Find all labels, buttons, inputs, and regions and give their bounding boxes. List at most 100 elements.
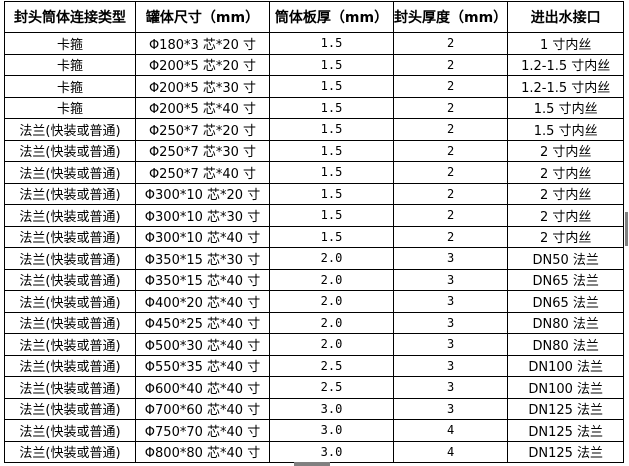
table-row: 法兰(快装或普通) Φ350*15 芯*30 寸 2.0 3 DN50 法兰 bbox=[4, 247, 625, 270]
header-head-thickness: 封头厚度（mm） bbox=[392, 1, 509, 33]
table-row: 卡箍 Φ200*5 芯*20 寸 1.5 2 1.2-1.5 寸内丝 bbox=[4, 53, 625, 76]
table-row: 法兰(快装或普通) Φ700*60 芯*40 寸 3.0 3 DN125 法兰 bbox=[4, 397, 625, 420]
cell-shell-thickness: 2.5 bbox=[269, 354, 394, 377]
cell-connection-type: 法兰(快装或普通) bbox=[4, 268, 136, 291]
cell-water-port: 1.2-1.5 寸内丝 bbox=[507, 53, 625, 76]
table-row: 法兰(快装或普通) Φ300*10 芯*40 寸 1.5 2 2 寸内丝 bbox=[4, 225, 625, 248]
cell-head-thickness: 3 bbox=[392, 311, 509, 334]
cell-connection-type: 法兰(快装或普通) bbox=[4, 440, 136, 463]
table-row: 法兰(快装或普通) Φ300*10 芯*30 寸 1.5 2 2 寸内丝 bbox=[4, 204, 625, 227]
cell-shell-thickness: 1.5 bbox=[269, 182, 394, 205]
cell-water-port: DN125 法兰 bbox=[507, 397, 625, 420]
cell-shell-thickness: 3.0 bbox=[269, 419, 394, 442]
cell-tank-size: Φ300*10 芯*20 寸 bbox=[135, 182, 270, 205]
cell-water-port: DN50 法兰 bbox=[507, 247, 625, 270]
cell-water-port: 1 寸内丝 bbox=[507, 32, 625, 55]
cell-water-port: DN80 法兰 bbox=[507, 333, 625, 356]
header-water-port: 进出水接口 bbox=[507, 1, 625, 33]
cell-connection-type: 卡箍 bbox=[4, 32, 136, 55]
cell-shell-thickness: 1.5 bbox=[269, 204, 394, 227]
cell-head-thickness: 2 bbox=[392, 118, 509, 141]
cell-water-port: 2 寸内丝 bbox=[507, 225, 625, 248]
cell-head-thickness: 2 bbox=[392, 139, 509, 162]
cell-head-thickness: 2 bbox=[392, 32, 509, 55]
cell-head-thickness: 3 bbox=[392, 268, 509, 291]
table-row: 法兰(快装或普通) Φ800*80 芯*40 寸 3.0 4 DN125 法兰 bbox=[4, 440, 625, 463]
header-shell-thickness: 筒体板厚（mm） bbox=[269, 1, 394, 33]
header-tank-size: 罐体尺寸（mm） bbox=[135, 1, 270, 33]
table-row: 法兰(快装或普通) Φ350*15 芯*40 寸 2.0 3 DN65 法兰 bbox=[4, 268, 625, 291]
table-row: 卡箍 Φ200*5 芯*30 寸 1.5 2 1.2-1.5 寸内丝 bbox=[4, 75, 625, 98]
cell-water-port: 2 寸内丝 bbox=[507, 182, 625, 205]
cell-tank-size: Φ350*15 芯*40 寸 bbox=[135, 268, 270, 291]
cell-tank-size: Φ350*15 芯*30 寸 bbox=[135, 247, 270, 270]
table-row: 卡箍 Φ180*3 芯*20 寸 1.5 2 1 寸内丝 bbox=[4, 32, 625, 55]
cell-head-thickness: 3 bbox=[392, 397, 509, 420]
cell-tank-size: Φ550*35 芯*40 寸 bbox=[135, 354, 270, 377]
cell-water-port: 2 寸内丝 bbox=[507, 161, 625, 184]
cell-connection-type: 法兰(快装或普通) bbox=[4, 376, 136, 399]
cell-connection-type: 法兰(快装或普通) bbox=[4, 161, 136, 184]
cell-head-thickness: 3 bbox=[392, 333, 509, 356]
cell-head-thickness: 2 bbox=[392, 75, 509, 98]
cell-head-thickness: 3 bbox=[392, 290, 509, 313]
cell-connection-type: 法兰(快装或普通) bbox=[4, 182, 136, 205]
table-row: 卡箍 Φ200*5 芯*40 寸 1.5 2 1.5 寸内丝 bbox=[4, 96, 625, 119]
spec-table: 封头筒体连接类型 罐体尺寸（mm） 筒体板厚（mm） 封头厚度（mm） 进出水接… bbox=[4, 1, 625, 463]
cell-water-port: 1.2-1.5 寸内丝 bbox=[507, 75, 625, 98]
cell-head-thickness: 2 bbox=[392, 204, 509, 227]
cell-shell-thickness: 2.0 bbox=[269, 290, 394, 313]
cell-connection-type: 法兰(快装或普通) bbox=[4, 354, 136, 377]
cell-tank-size: Φ750*70 芯*40 寸 bbox=[135, 419, 270, 442]
cell-connection-type: 法兰(快装或普通) bbox=[4, 397, 136, 420]
cell-water-port: 1.5 寸内丝 bbox=[507, 118, 625, 141]
cell-shell-thickness: 1.5 bbox=[269, 161, 394, 184]
table-row: 法兰(快装或普通) Φ450*25 芯*40 寸 2.0 3 DN80 法兰 bbox=[4, 311, 625, 334]
table-row: 法兰(快装或普通) Φ500*30 芯*40 寸 2.0 3 DN80 法兰 bbox=[4, 333, 625, 356]
cell-water-port: 1.5 寸内丝 bbox=[507, 96, 625, 119]
cell-water-port: 2 寸内丝 bbox=[507, 139, 625, 162]
cell-water-port: DN100 法兰 bbox=[507, 354, 625, 377]
scroll-marker bbox=[625, 212, 628, 246]
cell-shell-thickness: 2.0 bbox=[269, 333, 394, 356]
cell-head-thickness: 4 bbox=[392, 419, 509, 442]
cell-head-thickness: 3 bbox=[392, 354, 509, 377]
cell-head-thickness: 2 bbox=[392, 53, 509, 76]
table-row: 法兰(快装或普通) Φ250*7 芯*20 寸 1.5 2 1.5 寸内丝 bbox=[4, 118, 625, 141]
cell-shell-thickness: 3.0 bbox=[269, 440, 394, 463]
cell-head-thickness: 2 bbox=[392, 225, 509, 248]
cell-water-port: DN80 法兰 bbox=[507, 311, 625, 334]
cell-connection-type: 法兰(快装或普通) bbox=[4, 139, 136, 162]
header-connection-type: 封头筒体连接类型 bbox=[4, 1, 136, 33]
cell-shell-thickness: 1.5 bbox=[269, 75, 394, 98]
cell-tank-size: Φ300*10 芯*40 寸 bbox=[135, 225, 270, 248]
table-row: 法兰(快装或普通) Φ250*7 芯*40 寸 1.5 2 2 寸内丝 bbox=[4, 161, 625, 184]
cell-connection-type: 法兰(快装或普通) bbox=[4, 333, 136, 356]
cell-shell-thickness: 2.5 bbox=[269, 376, 394, 399]
cell-shell-thickness: 1.5 bbox=[269, 139, 394, 162]
cell-tank-size: Φ200*5 芯*30 寸 bbox=[135, 75, 270, 98]
cell-tank-size: Φ600*40 芯*40 寸 bbox=[135, 376, 270, 399]
cell-shell-thickness: 1.5 bbox=[269, 32, 394, 55]
table-row: 法兰(快装或普通) Φ750*70 芯*40 寸 3.0 4 DN125 法兰 bbox=[4, 419, 625, 442]
cell-connection-type: 法兰(快装或普通) bbox=[4, 311, 136, 334]
cell-tank-size: Φ250*7 芯*40 寸 bbox=[135, 161, 270, 184]
cell-head-thickness: 2 bbox=[392, 161, 509, 184]
cell-tank-size: Φ800*80 芯*40 寸 bbox=[135, 440, 270, 463]
table-row: 法兰(快装或普通) Φ600*40 芯*40 寸 2.5 3 DN100 法兰 bbox=[4, 376, 625, 399]
cell-shell-thickness: 1.5 bbox=[269, 96, 394, 119]
cell-connection-type: 法兰(快装或普通) bbox=[4, 419, 136, 442]
table-row: 法兰(快装或普通) Φ250*7 芯*30 寸 1.5 2 2 寸内丝 bbox=[4, 139, 625, 162]
cell-head-thickness: 4 bbox=[392, 440, 509, 463]
cell-head-thickness: 2 bbox=[392, 96, 509, 119]
cell-water-port: DN65 法兰 bbox=[507, 290, 625, 313]
cell-shell-thickness: 1.5 bbox=[269, 118, 394, 141]
cell-water-port: DN125 法兰 bbox=[507, 440, 625, 463]
cell-head-thickness: 2 bbox=[392, 182, 509, 205]
cell-connection-type: 卡箍 bbox=[4, 75, 136, 98]
cell-water-port: 2 寸内丝 bbox=[507, 204, 625, 227]
cell-connection-type: 法兰(快装或普通) bbox=[4, 204, 136, 227]
cell-connection-type: 卡箍 bbox=[4, 53, 136, 76]
table-row: 法兰(快装或普通) Φ400*20 芯*40 寸 2.0 3 DN65 法兰 bbox=[4, 290, 625, 313]
